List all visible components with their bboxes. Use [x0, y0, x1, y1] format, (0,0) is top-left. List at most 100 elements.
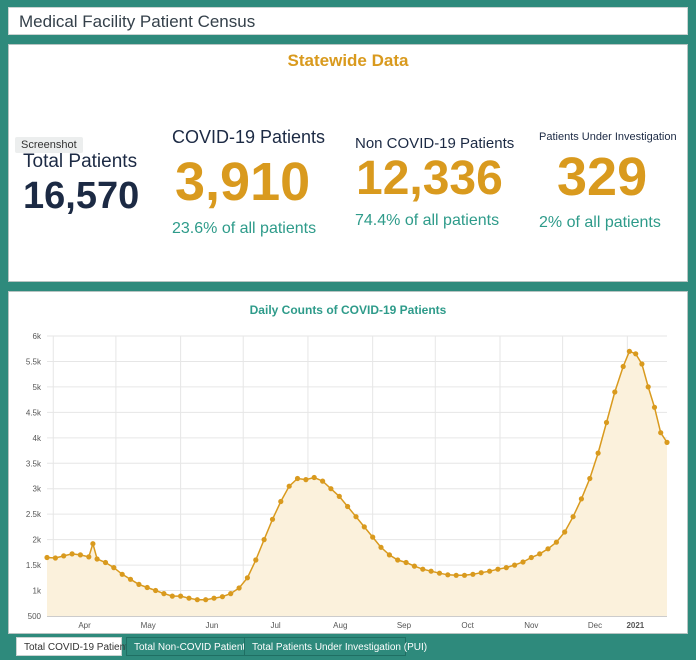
data-point	[603, 419, 610, 426]
y-tick-label: 500	[28, 612, 42, 621]
data-point	[453, 572, 459, 578]
data-point	[420, 566, 426, 572]
data-point	[378, 544, 384, 550]
total-patients-label: Total Patients	[23, 151, 138, 172]
data-point	[361, 524, 367, 530]
daily-counts-chart: Daily Counts of COVID-19 Patients 500 1k 1…	[26, 303, 670, 630]
covid-patients-value: 3,910	[175, 152, 311, 212]
data-point	[470, 571, 476, 577]
data-point	[570, 514, 576, 520]
x-tick-label: Jul	[270, 621, 280, 630]
data-point	[658, 430, 664, 436]
chart-title: Daily Counts of COVID-19 Patients	[250, 303, 447, 317]
data-point	[345, 503, 351, 510]
data-point	[261, 537, 267, 543]
data-point	[219, 594, 225, 600]
data-point	[620, 363, 626, 370]
data-point	[90, 541, 96, 547]
data-point	[94, 556, 100, 562]
data-point	[244, 575, 250, 581]
data-point	[639, 361, 645, 367]
data-point	[286, 483, 292, 489]
y-tick-label: 3.5k	[26, 459, 42, 468]
data-point	[664, 439, 670, 445]
data-point	[578, 496, 585, 502]
data-point	[69, 551, 75, 557]
noncovid-patients-share: 74.4% of all patients	[355, 212, 500, 229]
data-point	[161, 591, 167, 597]
data-point	[503, 565, 509, 571]
data-point	[520, 559, 526, 565]
data-point	[587, 475, 593, 482]
data-point	[633, 351, 639, 357]
data-point	[236, 585, 242, 591]
data-point	[144, 584, 150, 591]
data-point	[553, 539, 560, 545]
x-tick-label: Sep	[397, 621, 412, 630]
y-tick-label: 2k	[33, 536, 42, 545]
data-point	[228, 591, 234, 597]
data-point	[194, 597, 200, 603]
data-point	[461, 572, 468, 578]
data-point	[136, 581, 142, 587]
y-tick-label: 4.5k	[26, 408, 42, 417]
data-point	[512, 562, 518, 568]
data-point	[411, 563, 417, 569]
tab-total-covid[interactable]: Total COVID-19 Patients	[16, 637, 133, 656]
data-point	[203, 597, 209, 603]
data-point	[386, 552, 392, 558]
covid-patients-points	[44, 348, 670, 603]
y-axis: 500 1k 1.5k 2k 2.5k 3k 3.5k 4k 4.5k 5k 5.5k 6k	[26, 332, 42, 621]
x-tick-label: Jun	[205, 621, 218, 630]
x-tick-label: Aug	[333, 621, 347, 630]
data-point	[211, 595, 217, 601]
data-point	[336, 493, 342, 499]
data-point	[403, 559, 409, 566]
tab-total-non-covid[interactable]: Total Non-COVID Patients	[126, 637, 254, 656]
data-point	[651, 404, 658, 410]
pui-patients-value: 329	[557, 147, 648, 207]
window-title: Medical Facility Patient Census	[19, 12, 256, 31]
covid-patients-area	[47, 351, 667, 616]
data-point	[278, 498, 284, 505]
data-point	[612, 389, 618, 395]
daily-counts-chart-panel: Daily Counts of COVID-19 Patients 500 1k 1…	[8, 291, 688, 634]
x-tick-label: 2021	[626, 621, 644, 630]
tab-total-pui[interactable]: Total Patients Under Investigation (PUI)	[244, 637, 427, 656]
y-tick-label: 5.5k	[26, 357, 42, 366]
data-point	[119, 571, 125, 577]
data-point	[528, 554, 534, 561]
y-tick-label: 2.5k	[26, 510, 42, 519]
data-point	[269, 516, 276, 522]
data-point	[436, 570, 443, 576]
data-point	[537, 551, 543, 557]
y-tick-label: 1k	[33, 587, 42, 596]
data-point	[311, 474, 317, 481]
data-point	[395, 557, 401, 563]
data-point	[102, 559, 109, 566]
x-tick-label: Apr	[78, 621, 91, 630]
data-point	[545, 546, 551, 552]
data-point	[294, 475, 301, 482]
pui-patients-share: 2% of all patients	[539, 214, 661, 231]
stats-heading: Statewide Data	[287, 51, 409, 70]
data-point	[61, 553, 67, 559]
covid-patients-share: 23.6% of all patients	[172, 220, 317, 237]
data-point	[169, 593, 175, 599]
data-point	[595, 450, 601, 456]
x-axis: Apr May Jun Jul Aug Sep Oct Nov Dec 2021	[47, 615, 667, 630]
data-point	[153, 587, 159, 594]
data-point	[178, 593, 184, 599]
y-tick-label: 1.5k	[26, 561, 42, 570]
pui-patients-label: Patients Under Investigation	[539, 131, 677, 143]
data-point	[353, 514, 359, 520]
data-point	[86, 554, 92, 560]
noncovid-patients-value: 12,336	[356, 152, 503, 205]
data-point	[562, 529, 568, 535]
y-tick-label: 5k	[33, 383, 42, 392]
data-point	[645, 384, 651, 390]
data-point	[487, 568, 493, 574]
data-point	[495, 566, 501, 572]
statewide-stats-panel: Statewide Data Screenshot Total Patients…	[8, 44, 688, 282]
data-point	[44, 554, 50, 561]
